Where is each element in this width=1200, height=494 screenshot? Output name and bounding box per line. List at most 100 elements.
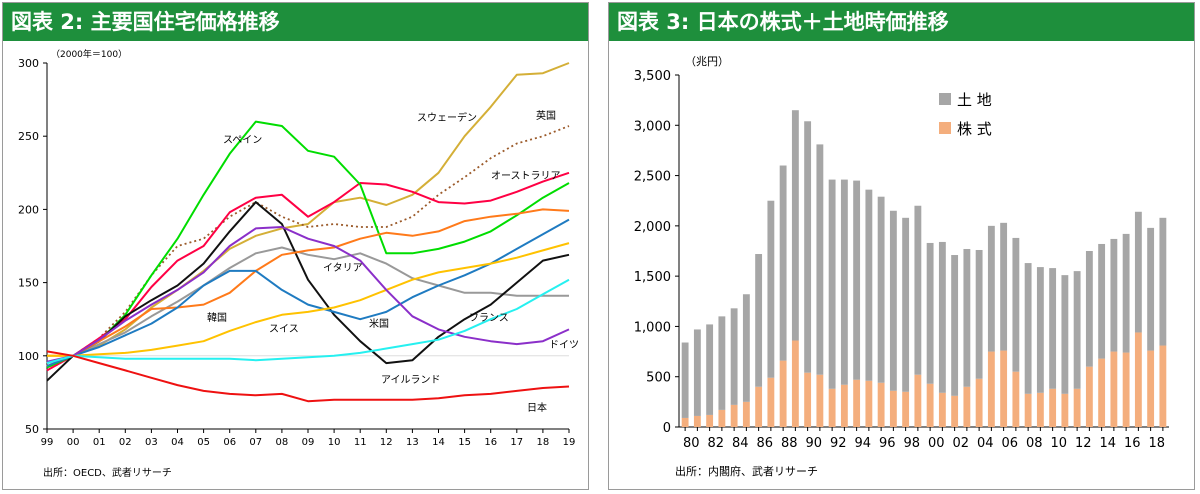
x-tick-label: 80 [683, 436, 700, 451]
bar-land [840, 179, 848, 385]
x-tick-label: 01 [93, 437, 106, 448]
series-label: 韓国 [207, 312, 227, 324]
bar-stock [816, 374, 824, 427]
bar-stock [877, 382, 885, 427]
y-tick-label: 200 [18, 203, 39, 216]
series-label: スイス [269, 324, 299, 335]
legend-label-land: 土 地 [957, 91, 992, 109]
source-note: 出所：内閣府、武者リサーチ [675, 465, 818, 478]
x-tick-label: 10 [328, 437, 341, 448]
y-tick-label: 100 [18, 350, 39, 363]
bar-stock [828, 388, 836, 427]
x-tick-label: 11 [354, 437, 367, 448]
x-tick-label: 12 [380, 437, 393, 448]
bar-stock [1122, 352, 1130, 427]
x-tick-label: 08 [1026, 436, 1043, 451]
bar-land [926, 242, 934, 384]
bar-stock [889, 390, 897, 427]
bar-land [718, 316, 726, 410]
bar-land [902, 217, 910, 392]
x-tick-label: 18 [1148, 436, 1165, 451]
bar-stock [718, 409, 726, 427]
series-line [47, 208, 570, 357]
bar-stock [706, 414, 714, 427]
bar-land [914, 205, 922, 375]
series-label: オーストラリア [491, 170, 561, 182]
bar-land [767, 200, 775, 378]
series-line [46, 278, 570, 365]
series-label: ドイツ [549, 340, 579, 351]
bar-stock [987, 351, 995, 427]
bar-stock [865, 380, 873, 427]
x-tick-label: 02 [952, 436, 969, 451]
bar-stock [938, 392, 946, 427]
y-tick-label: 300 [18, 57, 39, 70]
bar-stock [1098, 358, 1106, 427]
x-tick-label: 14 [1099, 436, 1116, 451]
x-tick-label: 03 [145, 437, 158, 448]
x-tick-label: 19 [563, 437, 576, 448]
bar-land [706, 324, 714, 415]
bar-land [1073, 271, 1081, 389]
bar-land [889, 210, 897, 391]
bar-stock [755, 386, 763, 427]
stock-land-bar-chart: 0 500 1,000 1,500 2,000 2,500 3,000 3,500 （兆円） 80… [634, 55, 1169, 451]
x-tick-label: 00 [67, 437, 80, 448]
y-tick-label: 2,500 [634, 170, 671, 185]
x-tick-label: 15 [458, 437, 471, 448]
unit-label: （兆円） [685, 55, 729, 68]
bar-land [938, 241, 946, 393]
x-tick-label: 13 [406, 437, 419, 448]
bar-stock [742, 401, 750, 427]
x-tick-label: 10 [1050, 436, 1067, 451]
bar-stock [730, 404, 738, 427]
y-tick-label: 3,000 [634, 119, 671, 134]
x-tick-label: 04 [977, 436, 994, 451]
series-label: フランス [469, 312, 509, 324]
bar-stock [1036, 392, 1044, 427]
x-tick-label: 96 [879, 436, 896, 451]
series-label: アイルランド [381, 374, 441, 386]
y-tick-label: 150 [18, 277, 39, 290]
x-tick-label: 04 [171, 437, 184, 448]
series-line [46, 218, 570, 367]
bar-land [1159, 217, 1167, 346]
series-line [46, 125, 570, 372]
bar-stock [1073, 388, 1081, 427]
series-label: イタリア [323, 262, 363, 274]
bar-land [1049, 268, 1057, 389]
bar-land [1134, 211, 1142, 333]
bar-stock [791, 340, 799, 427]
bar-land [791, 110, 799, 341]
series-line [46, 201, 570, 382]
bar-land [1036, 267, 1044, 393]
bar-land [987, 225, 995, 352]
bar-land [1147, 227, 1155, 351]
bar-stock [1000, 350, 1008, 427]
x-tick-label: 98 [903, 436, 920, 451]
bar-stock [1134, 332, 1142, 427]
bar-stock [1147, 350, 1155, 427]
y-tick-label: 250 [18, 130, 39, 143]
bar-land [804, 121, 812, 373]
x-tick-label: 18 [537, 437, 550, 448]
bar-stock [853, 379, 861, 427]
bar-land [1085, 251, 1093, 367]
bar-land [1024, 263, 1032, 394]
bar-stock [963, 386, 971, 427]
bar-land [1061, 275, 1069, 394]
series-label: スペイン [223, 135, 262, 146]
x-tick-label: 12 [1075, 436, 1092, 451]
x-tick-label: 00 [928, 436, 945, 451]
unit-label: （2000年＝100） [51, 48, 127, 60]
x-tick-label: 06 [1001, 436, 1018, 451]
x-tick-label: 14 [432, 437, 445, 448]
bar-stock [693, 415, 701, 427]
bar-land [951, 255, 959, 396]
bar-stock [1024, 393, 1032, 427]
bar-land [816, 144, 824, 375]
bar-stock [1061, 393, 1069, 427]
x-tick-label: 99 [41, 437, 54, 448]
bar-stock [1110, 351, 1118, 427]
bar-land [742, 294, 750, 402]
